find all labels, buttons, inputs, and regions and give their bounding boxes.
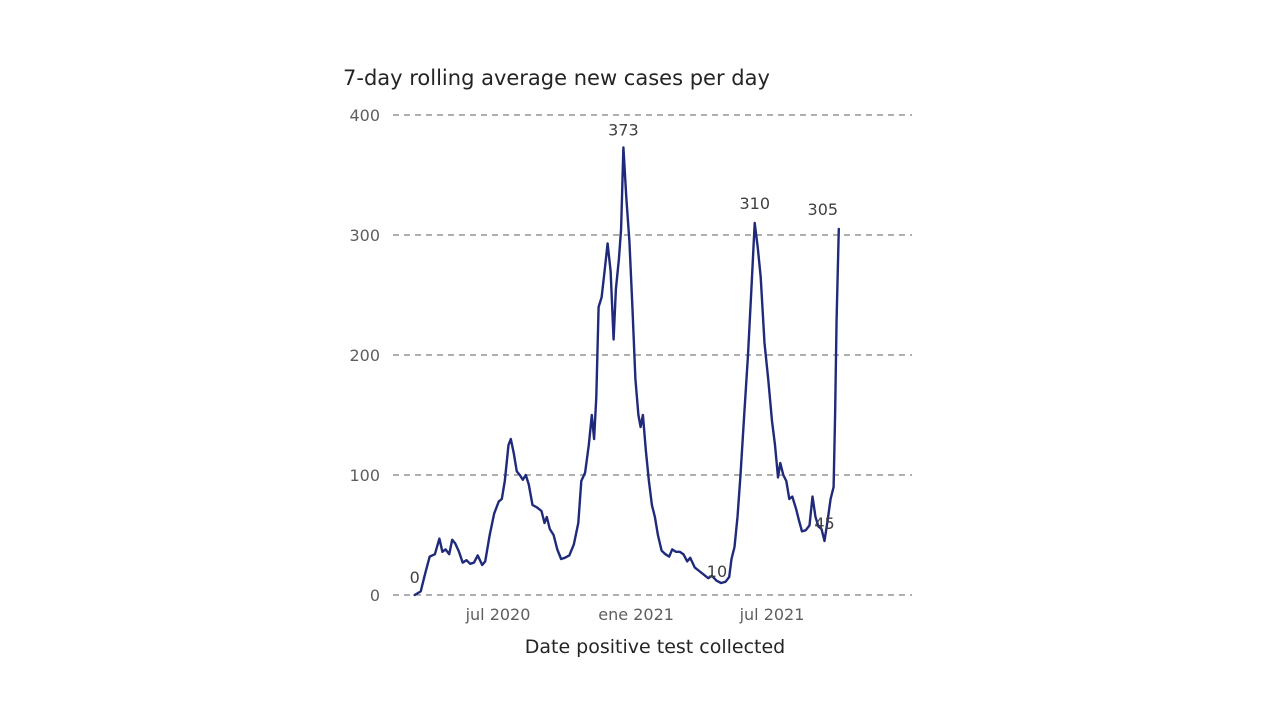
- series-line-0: [413, 146, 840, 597]
- data-label: 10: [707, 562, 727, 581]
- y-tick-label: 100: [349, 466, 380, 485]
- data-label: 310: [739, 194, 770, 213]
- x-tick-label: jul 2021: [739, 605, 805, 624]
- x-axis-ticks: jul 2020 ene 2021 jul 2021: [465, 605, 805, 624]
- x-tick-label: jul 2020: [465, 605, 531, 624]
- y-axis-ticks: 0 100 200 300 400: [349, 106, 380, 605]
- data-label: 373: [608, 120, 639, 139]
- y-tick-label: 300: [349, 226, 380, 245]
- data-labels: 0 373 10 310 45 305: [410, 120, 839, 587]
- data-label: 45: [814, 514, 834, 533]
- y-tick-label: 200: [349, 346, 380, 365]
- x-axis-title: Date positive test collected: [525, 636, 786, 658]
- chart-title: 7-day rolling average new cases per day: [343, 66, 770, 90]
- data-label: 305: [808, 200, 839, 219]
- data-label: 0: [410, 568, 420, 587]
- y-tick-label: 0: [370, 586, 380, 605]
- y-tick-label: 400: [349, 106, 380, 125]
- series-group: [413, 146, 840, 597]
- gridlines: [393, 114, 912, 596]
- x-tick-label: ene 2021: [598, 605, 674, 624]
